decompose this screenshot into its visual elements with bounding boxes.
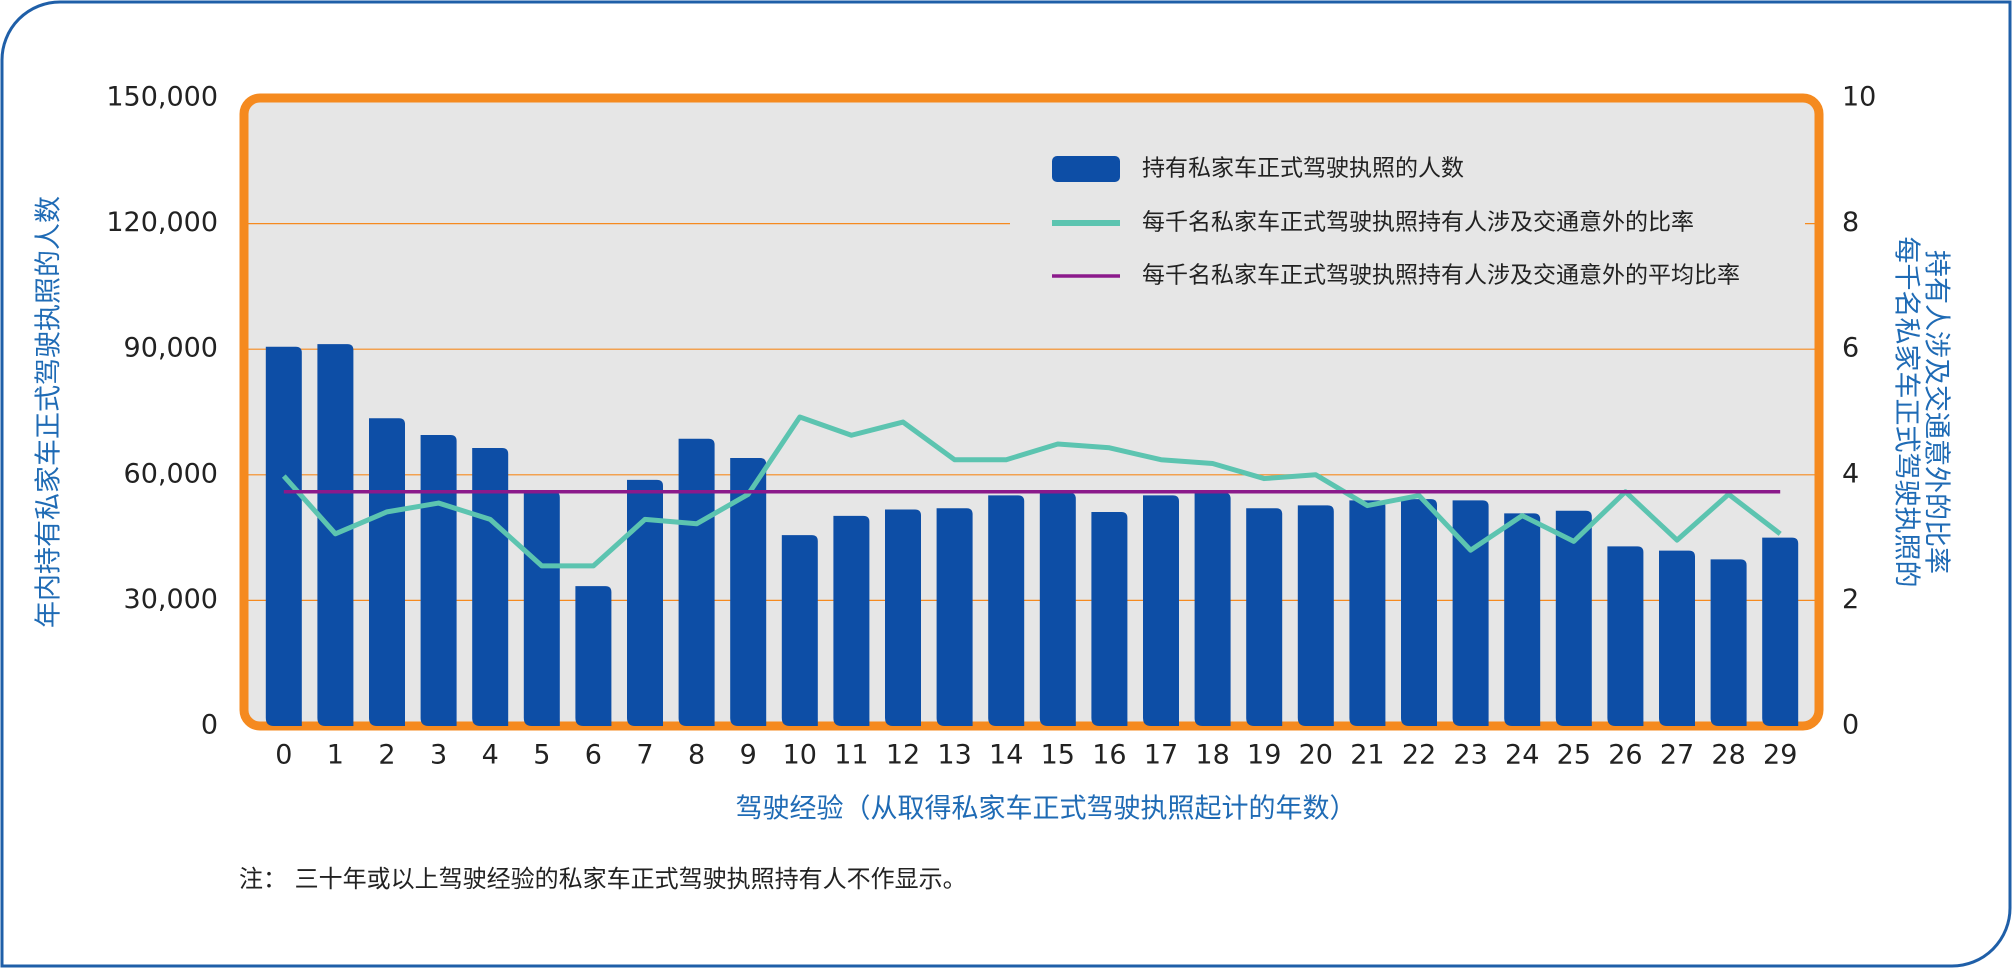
y2-tick-label: 10	[1842, 82, 1876, 113]
x-tick-label: 9	[740, 740, 757, 771]
legend-swatch	[1052, 156, 1120, 182]
bar	[1246, 508, 1283, 726]
x-tick-label: 29	[1763, 740, 1797, 771]
x-tick-label: 14	[989, 740, 1023, 771]
x-tick-label: 12	[886, 740, 920, 771]
bar	[1762, 537, 1799, 726]
bar	[1607, 546, 1644, 726]
x-tick-label: 27	[1660, 740, 1694, 771]
bar	[936, 508, 973, 726]
x-tick-label: 10	[783, 740, 817, 771]
y2-tick-label: 2	[1842, 584, 1859, 615]
bar	[472, 448, 509, 726]
x-tick-label: 17	[1144, 740, 1178, 771]
y2-axis-title: 持有人涉及交通意外的比率	[1921, 250, 1952, 574]
x-tick-label: 3	[430, 740, 447, 771]
line	[281, 414, 1782, 569]
x-tick-label: 25	[1557, 740, 1591, 771]
x-tick-label: 16	[1092, 740, 1126, 771]
y-tick-label: 120,000	[106, 207, 218, 238]
y-tick-label: 150,000	[106, 82, 218, 113]
bar	[1710, 559, 1747, 726]
bar	[369, 418, 405, 726]
bar	[1039, 492, 1076, 726]
x-tick-label: 26	[1608, 740, 1642, 771]
x-tick-label: 28	[1711, 740, 1745, 771]
bar	[1401, 499, 1437, 726]
y2-tick-label: 6	[1842, 333, 1859, 364]
x-tick-label: 11	[834, 740, 868, 771]
legend-background	[1010, 122, 1805, 312]
bar	[1659, 550, 1695, 726]
bar	[678, 438, 715, 726]
y-tick-label: 60,000	[124, 458, 218, 489]
x-tick-label: 20	[1299, 740, 1333, 771]
note: 注： 三十年或以上驾驶经验的私家车正式驾驶执照持有人不作显示。	[239, 865, 967, 893]
legend: 持有私家车正式驾驶执照的人数每千名私家车正式驾驶执照持有人涉及交通意外的比率每千…	[1052, 156, 1740, 289]
bar	[265, 346, 302, 726]
x-axis-title: 驾驶经验（从取得私家车正式驾驶执照起计的年数）	[736, 794, 1357, 825]
x-tick-label: 19	[1247, 740, 1281, 771]
bar	[1143, 495, 1179, 726]
x-tick-label: 7	[636, 740, 653, 771]
x-tick-label: 1	[327, 740, 344, 771]
bar	[885, 509, 921, 726]
bar	[1091, 512, 1128, 726]
bar	[1297, 505, 1334, 726]
marks	[265, 344, 1799, 726]
x-tick-label: 15	[1041, 740, 1075, 771]
y-tick-label: 0	[201, 710, 218, 741]
y-tick-label: 30,000	[124, 584, 218, 615]
x-tick-label: 21	[1350, 740, 1384, 771]
x-tick-label: 0	[275, 740, 292, 771]
bar	[1349, 500, 1386, 726]
bar	[781, 535, 818, 726]
bar	[627, 479, 663, 726]
bar	[1452, 500, 1489, 726]
legend-label: 每千名私家车正式驾驶执照持有人涉及交通意外的比率	[1142, 210, 1694, 236]
x-tick-label: 8	[688, 740, 705, 771]
bar	[523, 491, 560, 726]
bar	[575, 586, 612, 726]
x-tick-label: 23	[1453, 740, 1487, 771]
x-tick-label: 2	[378, 740, 395, 771]
legend-label: 持有私家车正式驾驶执照的人数	[1142, 156, 1464, 182]
y2-tick-label: 4	[1842, 458, 1859, 489]
bar	[1504, 513, 1541, 726]
bar	[1194, 492, 1231, 726]
x-tick-label: 6	[585, 740, 602, 771]
bar	[420, 435, 457, 726]
bar	[730, 458, 767, 726]
y-axis-title: 年内持有私家车正式驾驶执照的人数	[34, 196, 65, 628]
x-tick-label: 13	[937, 740, 971, 771]
bar	[1555, 510, 1592, 726]
legend-label: 每千名私家车正式驾驶执照持有人涉及交通意外的平均比率	[1142, 263, 1740, 289]
y2-tick-label: 8	[1842, 207, 1859, 238]
y2-tick-label: 0	[1842, 710, 1859, 741]
x-tick-label: 4	[482, 740, 499, 771]
bar	[833, 515, 870, 726]
x-tick-label: 22	[1402, 740, 1436, 771]
y-tick-label: 90,000	[124, 333, 218, 364]
x-tick-label: 5	[533, 740, 550, 771]
bar	[988, 495, 1025, 726]
x-tick-label: 18	[1195, 740, 1229, 771]
x-tick-label: 24	[1505, 740, 1539, 771]
y2-axis-title: 每千名私家车正式驾驶执照的	[1891, 237, 1922, 588]
